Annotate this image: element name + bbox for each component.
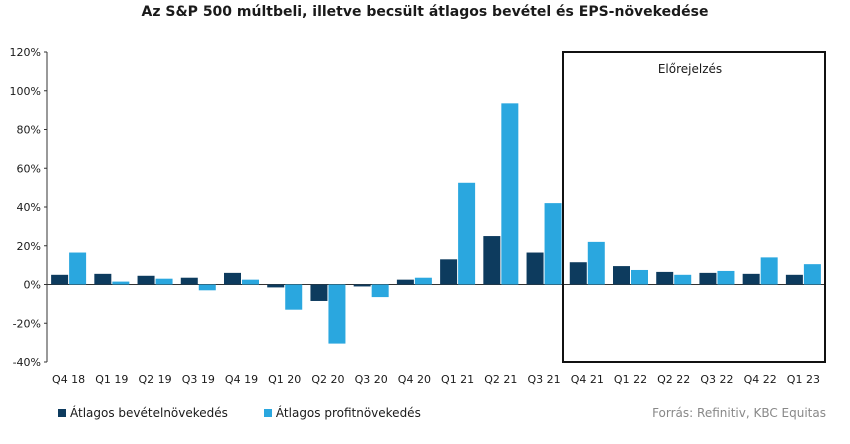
- bar-revenue-q4-21: [569, 262, 587, 285]
- bar-revenue-q2-20: [310, 284, 328, 301]
- bar-revenue-q1-19: [94, 273, 112, 285]
- x-tick-label: Q2 20: [311, 373, 344, 386]
- bar-revenue-q1-22: [613, 266, 630, 285]
- x-tick-label: Q1 23: [787, 373, 820, 386]
- bar-profit-q4-21: [587, 241, 605, 285]
- source-note: Forrás: Refinitiv, KBC Equitas: [652, 406, 826, 420]
- bar-revenue-q2-22: [656, 271, 674, 285]
- x-tick-label: Q3 22: [700, 373, 733, 386]
- x-tick-label: Q4 18: [52, 373, 85, 386]
- x-tick-label: Q2 21: [484, 373, 517, 386]
- x-tick-label: Q4 19: [225, 373, 258, 386]
- bar-profit-q4-22: [760, 257, 778, 285]
- bar-revenue-q3-21: [526, 252, 544, 285]
- x-tick-label: Q2 19: [138, 373, 171, 386]
- bar-revenue-q4-19: [224, 272, 241, 285]
- legend-item-revenue: Átlagos bevételnövekedés: [58, 406, 228, 420]
- y-tick-label: 100%: [10, 85, 41, 98]
- x-tick-label: Q2 22: [657, 373, 690, 386]
- y-tick-label: 120%: [10, 46, 41, 59]
- bar-profit-q2-19: [155, 278, 173, 285]
- bar-profit-q3-19: [198, 284, 216, 291]
- bar-profit-q4-19: [242, 279, 259, 285]
- bar-profit-q3-20: [371, 284, 389, 298]
- y-tick-label: 40%: [17, 201, 41, 214]
- bar-profit-q1-22: [631, 269, 648, 285]
- bar-profit-q1-20: [285, 284, 303, 310]
- bar-revenue-q3-19: [180, 277, 198, 285]
- forecast-label: Előrejelzés: [658, 62, 722, 76]
- bar-revenue-q1-20: [267, 284, 285, 288]
- chart-title: Az S&P 500 múltbeli, illetve becsült átl…: [141, 4, 709, 20]
- x-tick-label: Q3 20: [355, 373, 388, 386]
- bar-revenue-q4-20: [396, 279, 414, 285]
- y-tick-label: 0%: [24, 279, 41, 292]
- y-tick-label: -20%: [13, 317, 41, 330]
- bar-revenue-q4-18: [51, 274, 69, 285]
- x-tick-label: Q3 19: [182, 373, 215, 386]
- y-tick-label: -40%: [13, 356, 41, 369]
- x-tick-label: Q3 21: [527, 373, 560, 386]
- legend-swatch-profit: [263, 409, 272, 417]
- x-tick-label: Q1 20: [268, 373, 301, 386]
- bar-profit-q2-20: [328, 284, 346, 344]
- bar-profit-q4-20: [414, 277, 432, 285]
- legend-label-revenue: Átlagos bevételnövekedés: [70, 406, 228, 420]
- bar-revenue-q2-21: [483, 236, 501, 285]
- x-tick-label: Q1 19: [95, 373, 128, 386]
- bar-profit-q1-19: [112, 281, 130, 285]
- legend-swatch-revenue: [58, 409, 66, 417]
- bar-profit-q2-21: [501, 103, 519, 285]
- bar-profit-q3-22: [717, 270, 735, 285]
- y-tick-label: 20%: [17, 240, 41, 253]
- bar-revenue-q3-20: [353, 284, 371, 287]
- y-tick-label: 80%: [17, 124, 41, 137]
- bar-revenue-q1-23: [785, 274, 803, 285]
- legend-item-profit: Átlagos profitnövekedés: [263, 406, 421, 420]
- x-tick-label: Q1 22: [614, 373, 647, 386]
- legend: Átlagos bevételnövekedés Átlagos profitn…: [58, 406, 457, 420]
- bar-profit-q4-18: [69, 252, 87, 285]
- x-tick-label: Q4 20: [398, 373, 431, 386]
- bar-revenue-q4-22: [742, 273, 760, 285]
- x-tick-label: Q4 22: [744, 373, 777, 386]
- x-tick-label: Q1 21: [441, 373, 474, 386]
- y-tick-label: 60%: [17, 162, 41, 175]
- bar-profit-q3-21: [544, 203, 562, 285]
- bar-profit-q1-21: [458, 182, 476, 285]
- bar-revenue-q1-21: [440, 259, 458, 285]
- forecast-box: [562, 51, 826, 363]
- bar-profit-q1-23: [803, 264, 821, 285]
- bar-revenue-q2-19: [137, 275, 155, 285]
- bar-profit-q2-22: [674, 274, 692, 285]
- x-tick-label: Q4 21: [571, 373, 604, 386]
- bar-revenue-q3-22: [699, 272, 717, 285]
- legend-label-profit: Átlagos profitnövekedés: [275, 406, 421, 420]
- bar-chart: -40% -20% 0% 20% 40% 60% 80% 100% 120% Q4 18 Q1 1…: [10, 46, 826, 386]
